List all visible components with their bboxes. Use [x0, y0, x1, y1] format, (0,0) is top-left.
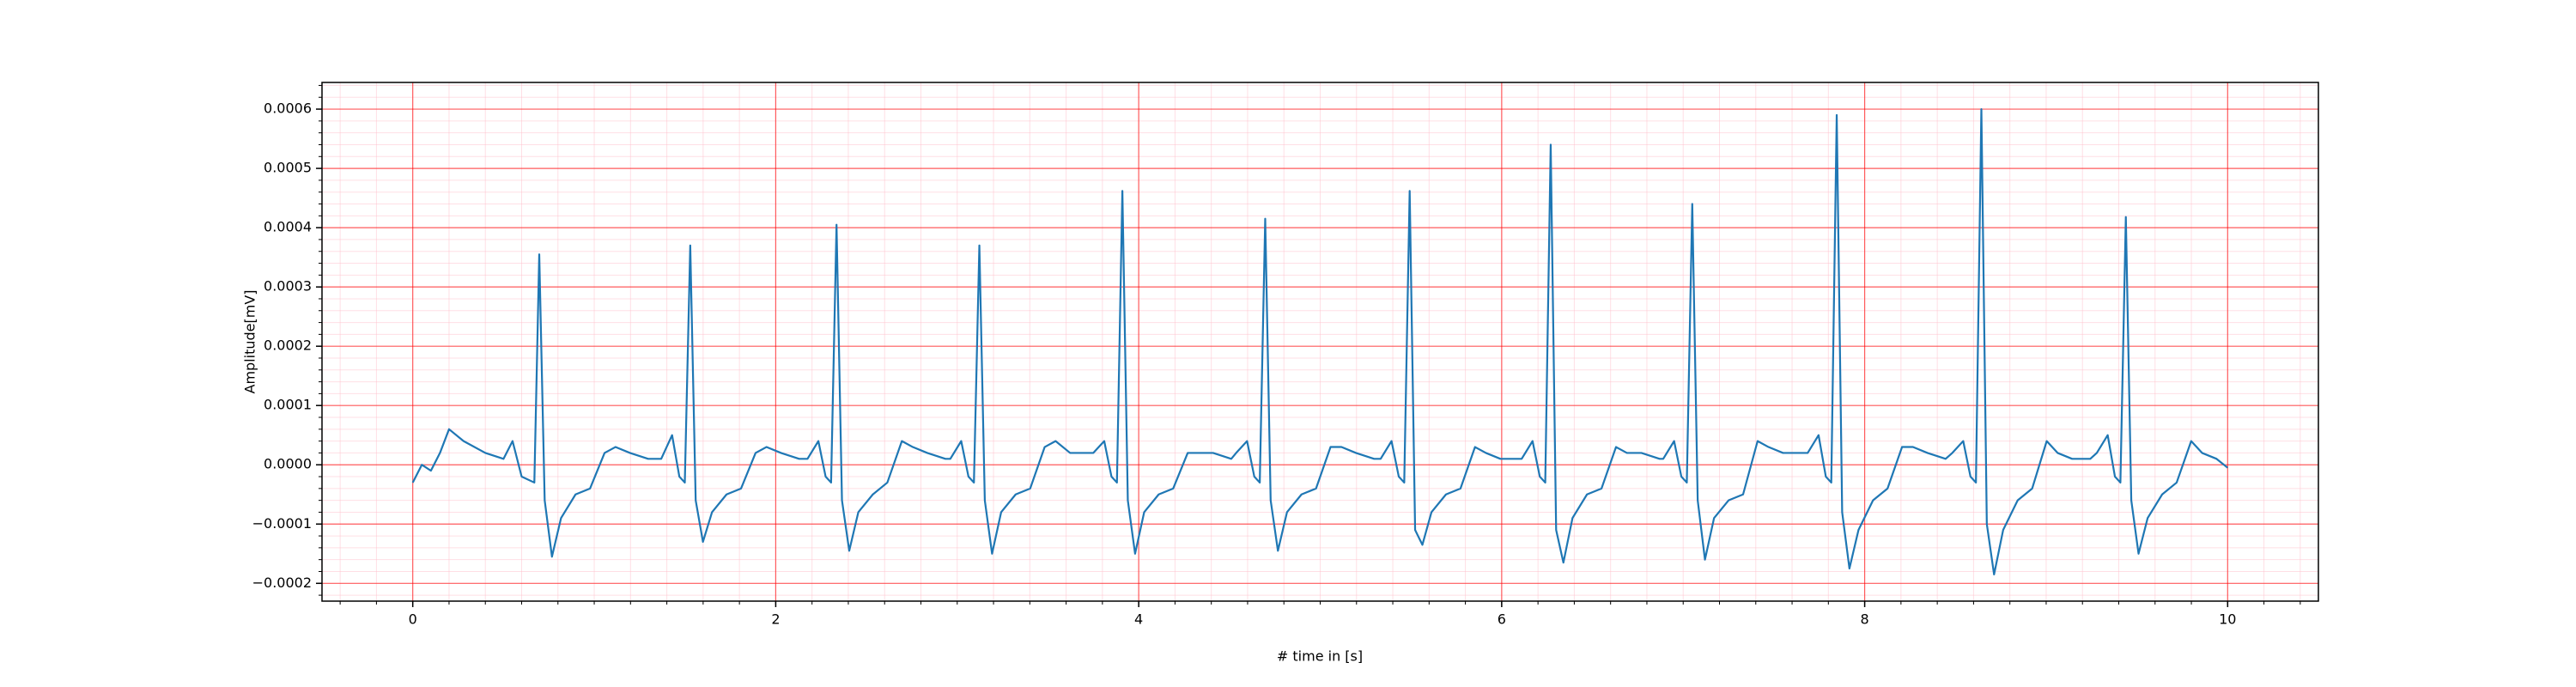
y-tick-label: 0.0004 — [264, 219, 312, 235]
y-axis-label: Amplitude[mV] — [242, 289, 258, 393]
y-tick-label: 0.0000 — [264, 456, 312, 472]
y-tick-label: −0.0002 — [252, 575, 312, 591]
ecg-line — [411, 107, 2229, 576]
x-tick-label: 0 — [409, 611, 417, 628]
y-tick-label: 0.0001 — [264, 397, 312, 413]
grid — [322, 82, 2318, 601]
axes-frame — [321, 82, 2319, 602]
y-tick-label: 0.0002 — [264, 337, 312, 354]
x-tick-label: 8 — [1860, 611, 1868, 628]
x-tick-label: 4 — [1134, 611, 1143, 628]
x-tick-label: 10 — [2219, 611, 2236, 628]
y-tick-label: 0.0005 — [264, 160, 312, 176]
axes: 0 2 4 6 8 10 −0.0002 −0.0001 0.0000 0.0001 0.0002 0… — [252, 82, 2319, 628]
x-tick-label: 6 — [1498, 611, 1506, 628]
y-tick-label: 0.0003 — [264, 278, 312, 295]
x-tick-label: 2 — [771, 611, 780, 628]
plot-area — [411, 107, 2229, 576]
y-tick-label: 0.0006 — [264, 100, 312, 117]
y-tick-label: −0.0001 — [252, 515, 312, 532]
x-axis-label: # time in [s] — [1277, 648, 1363, 665]
